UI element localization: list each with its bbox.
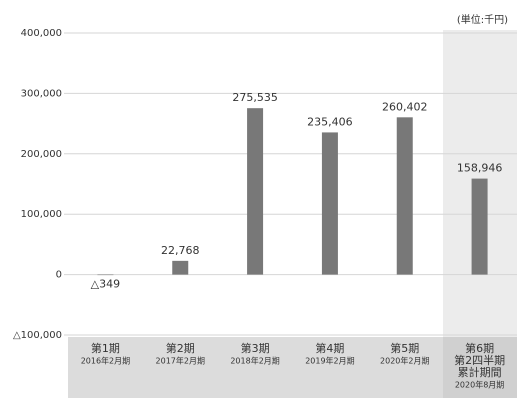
- x-tick-label: 第4期: [315, 341, 344, 355]
- bar: [321, 132, 338, 275]
- bar: [97, 274, 114, 276]
- x-tick-label: 第6期: [465, 341, 494, 355]
- y-tick-label: 100,000: [21, 209, 62, 220]
- value-label: 22,768: [161, 244, 200, 257]
- category-band: [68, 337, 443, 398]
- x-tick-label: 2019年2月期: [305, 356, 354, 366]
- x-tick-label: 累計期間: [458, 365, 502, 379]
- value-label: 158,946: [457, 162, 503, 175]
- bar: [396, 117, 413, 275]
- unit-label: (単位:千円): [457, 13, 508, 26]
- value-label: 260,402: [382, 100, 428, 113]
- y-tick-label: △100,000: [13, 330, 62, 341]
- x-tick-label: 第5期: [390, 341, 419, 355]
- bar: [471, 178, 488, 275]
- bar: [247, 108, 264, 275]
- y-tick-label: 300,000: [21, 88, 62, 99]
- x-tick-label: 2017年2月期: [156, 356, 205, 366]
- bar: [172, 260, 189, 275]
- x-tick-label: 2016年2月期: [81, 356, 130, 366]
- category-band-highlight: [443, 337, 517, 398]
- x-tick-label: 第1期: [91, 341, 120, 355]
- x-tick-label: 第2四半期: [454, 353, 505, 367]
- x-tick-label: 2018年2月期: [230, 356, 279, 366]
- x-tick-label: 第2期: [166, 341, 195, 355]
- y-tick-label: 400,000: [21, 28, 62, 39]
- x-tick-label: 2020年2月期: [380, 356, 429, 366]
- y-tick-label: 200,000: [21, 149, 62, 160]
- value-label: 235,406: [307, 115, 353, 128]
- value-label: △349: [91, 278, 120, 291]
- y-tick-label: 0: [56, 270, 62, 281]
- x-tick-label: 第3期: [241, 341, 270, 355]
- value-label: 275,535: [232, 91, 278, 104]
- x-tick-label: 2020年8月期: [455, 380, 504, 390]
